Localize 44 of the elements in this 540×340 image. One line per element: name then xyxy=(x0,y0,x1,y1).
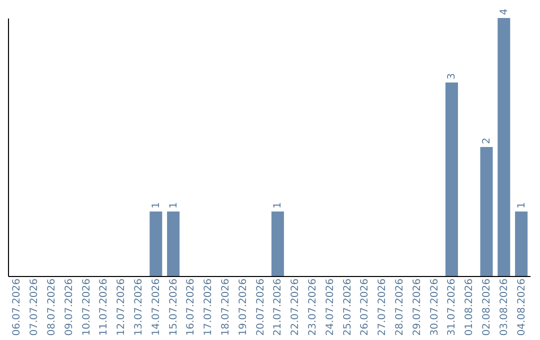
x-tick-label: 21.07.2026 xyxy=(272,278,284,336)
bar xyxy=(271,212,284,276)
x-tick-label: 19.07.2026 xyxy=(238,278,249,336)
data-label: 1 xyxy=(516,202,528,208)
x-tick-label: 03.08.2026 xyxy=(498,278,510,336)
x-tick-label: 18.07.2026 xyxy=(220,278,232,336)
x-tick-label: 12.07.2026 xyxy=(116,278,128,336)
x-tick-label: 14.07.2026 xyxy=(150,278,162,336)
x-tick-label: 27.07.2026 xyxy=(377,278,388,336)
x-tick-label: 08.07.2026 xyxy=(46,278,58,336)
x-tick-label: 23.07.2026 xyxy=(308,278,318,336)
x-tick-label: 28.07.2026 xyxy=(394,278,406,336)
x-tick-label: 13.07.2026 xyxy=(134,278,144,336)
data-label: 2 xyxy=(482,138,492,144)
data-label: 4 xyxy=(498,8,510,15)
x-tick-label: 16.07.2026 xyxy=(186,278,197,336)
x-tick-label: 01.08.2026 xyxy=(464,278,476,336)
x-tick-label: 24.07.2026 xyxy=(324,278,336,336)
bar xyxy=(498,18,510,276)
x-tick-label: 20.07.2026 xyxy=(255,278,266,336)
x-tick-label: 04.08.2026 xyxy=(516,278,528,336)
data-label: 1 xyxy=(150,202,162,208)
data-label: 1 xyxy=(272,202,284,208)
x-tick-label: 09.07.2026 xyxy=(64,278,75,336)
data-label: 3 xyxy=(446,73,458,80)
x-tick-label: 22.07.2026 xyxy=(290,278,302,336)
bar xyxy=(150,212,162,276)
x-tick-label: 17.07.2026 xyxy=(203,278,214,336)
x-tick-label: 15.07.2026 xyxy=(168,278,180,336)
bar xyxy=(515,212,528,276)
x-tick-label: 10.07.2026 xyxy=(81,278,92,336)
x-tick-label: 07.07.2026 xyxy=(29,278,40,336)
x-tick-label: 02.08.2026 xyxy=(482,278,492,336)
data-label: 1 xyxy=(168,202,180,208)
x-tick-label: 30.07.2026 xyxy=(429,278,440,336)
x-tick-label: 29.07.2026 xyxy=(412,278,423,336)
x-tick-label: 25.07.2026 xyxy=(342,278,354,336)
bar xyxy=(445,82,458,276)
bar xyxy=(167,212,180,276)
x-tick-label: 06.07.2026 xyxy=(12,278,23,336)
bar xyxy=(480,147,493,276)
x-tick-label: 26.07.2026 xyxy=(360,278,371,336)
x-tick-label: 31.07.2026 xyxy=(446,278,458,336)
x-tick-label: 11.07.2026 xyxy=(98,278,110,336)
